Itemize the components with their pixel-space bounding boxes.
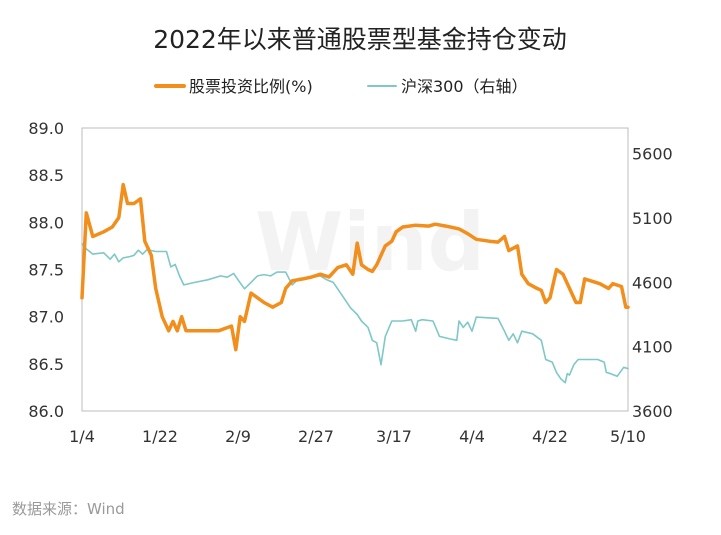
left-tick-label: 86.5 xyxy=(28,355,64,374)
right-tick-label: 4100 xyxy=(632,338,673,357)
left-tick-label: 87.0 xyxy=(28,308,64,327)
left-tick-label: 88.0 xyxy=(28,213,64,232)
x-axis: 1/4 1/22 2/9 2/27 3/17 4/4 4/22 5/10 xyxy=(69,427,646,446)
left-tick-label: 88.5 xyxy=(28,166,64,185)
x-tick-label: 1/22 xyxy=(142,427,178,446)
x-tick-label: 4/4 xyxy=(459,427,485,446)
x-tick-label: 1/4 xyxy=(69,427,95,446)
right-tick-label: 5100 xyxy=(632,209,673,228)
x-tick-label: 3/17 xyxy=(376,427,412,446)
left-tick-label: 86.0 xyxy=(28,402,64,421)
legend: 股票投资比例(%) 沪深300（右轴） xyxy=(154,77,528,96)
right-tick-label: 3600 xyxy=(632,402,673,421)
x-tick-label: 2/27 xyxy=(298,427,334,446)
chart-title: 2022年以来普通股票型基金持仓变动 xyxy=(153,25,567,54)
x-tick-label: 5/10 xyxy=(610,427,646,446)
x-tick-label: 2/9 xyxy=(225,427,251,446)
x-tick-label: 4/22 xyxy=(532,427,568,446)
right-tick-label: 5600 xyxy=(632,145,673,164)
left-axis: 86.0 86.5 87.0 87.5 88.0 88.5 89.0 xyxy=(28,119,64,421)
legend-label-stock-ratio: 股票投资比例(%) xyxy=(189,77,313,96)
right-axis: 3600 4100 4600 5100 5600 xyxy=(632,145,673,421)
series-line-stock-ratio xyxy=(80,182,630,352)
series-line-csi300 xyxy=(81,243,629,384)
watermark: Wind xyxy=(255,196,485,289)
left-tick-label: 87.5 xyxy=(28,261,64,280)
left-tick-label: 89.0 xyxy=(28,119,64,138)
legend-label-csi300: 沪深300（右轴） xyxy=(401,77,528,96)
source-note: 数据来源：Wind xyxy=(12,500,125,518)
series-layer xyxy=(80,182,630,384)
right-tick-label: 4600 xyxy=(632,273,673,292)
